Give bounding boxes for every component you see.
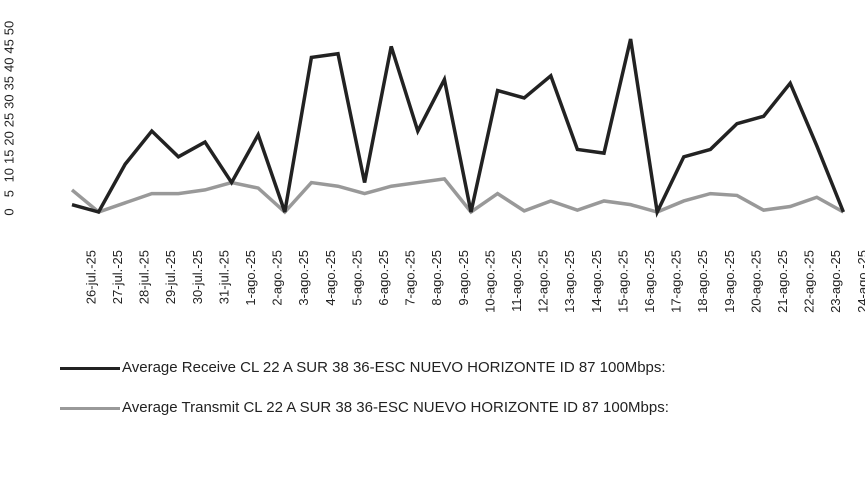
legend-item: Average Receive CL 22 A SUR 38 36-ESC NU… <box>60 358 850 377</box>
x-tick-label: 30-jul.-25 <box>190 250 205 304</box>
x-tick-label: 20-ago.-25 <box>748 250 763 313</box>
x-tick-label: 5-ago.-25 <box>349 250 364 306</box>
x-tick-label: 2-ago.-25 <box>270 250 285 306</box>
y-tick-label: 25 <box>1 113 16 127</box>
x-tick-label: 7-ago.-25 <box>403 250 418 306</box>
legend-label: Average Transmit CL 22 A SUR 38 36-ESC N… <box>122 399 669 416</box>
x-tick-label: 23-ago.-25 <box>828 250 843 313</box>
legend-label: Average Receive CL 22 A SUR 38 36-ESC NU… <box>122 359 666 376</box>
plot: 0 5 10 15 20 25 30 35 40 45 50 26-jul.-25 27-jul.-25… <box>1 21 865 313</box>
x-tick-label: 26-jul.-25 <box>83 250 98 304</box>
x-tick-label: 18-ago.-25 <box>695 250 710 313</box>
legend-item: Average Transmit CL 22 A SUR 38 36-ESC N… <box>60 398 850 417</box>
y-tick-label: 45 <box>1 39 16 53</box>
x-tick-label: 14-ago.-25 <box>589 250 604 313</box>
x-tick-label: 10-ago.-25 <box>482 250 497 313</box>
y-tick-label: 15 <box>1 150 16 164</box>
x-tick-label: 9-ago.-25 <box>456 250 471 306</box>
legend-swatch <box>60 407 120 410</box>
x-tick-label: 24-ago.-25 <box>855 250 865 313</box>
x-tick-label: 31-jul.-25 <box>216 250 231 304</box>
y-tick-label: 5 <box>1 190 16 197</box>
x-tick-label: 15-ago.-25 <box>615 250 630 313</box>
y-tick-label: 35 <box>1 76 16 90</box>
y-tick-label: 10 <box>1 168 16 182</box>
y-tick-label: 40 <box>1 58 16 72</box>
x-tick-label: 12-ago.-25 <box>536 250 551 313</box>
x-tick-label: 11-ago.-25 <box>509 250 524 312</box>
x-tick-label: 6-ago.-25 <box>376 250 391 306</box>
series-line <box>71 38 846 218</box>
y-tick-label: 0 <box>1 208 16 215</box>
legend-swatch <box>60 367 120 370</box>
x-tick-label: 1-ago.-25 <box>243 250 258 306</box>
x-tick-label: 19-ago.-25 <box>722 250 737 313</box>
y-tick-label: 20 <box>1 131 16 145</box>
x-tick-label: 28-jul.-25 <box>137 250 152 304</box>
x-tick-label: 29-jul.-25 <box>163 250 178 304</box>
x-tick-label: 17-ago.-25 <box>669 250 684 313</box>
y-tick-label: 30 <box>1 94 16 108</box>
x-tick-label: 3-ago.-25 <box>296 250 311 306</box>
x-tick-label: 4-ago.-25 <box>323 250 338 306</box>
x-tick-label: 21-ago.-25 <box>775 250 790 313</box>
y-tick-label: 50 <box>1 21 16 35</box>
x-tick-label: 27-jul.-25 <box>110 250 125 304</box>
x-tick-label: 22-ago.-25 <box>802 250 817 313</box>
x-tick-label: 8-ago.-25 <box>429 250 444 306</box>
x-tick-label: 13-ago.-25 <box>562 250 577 313</box>
series-line <box>70 177 845 215</box>
x-tick-label: 16-ago.-25 <box>642 250 657 313</box>
